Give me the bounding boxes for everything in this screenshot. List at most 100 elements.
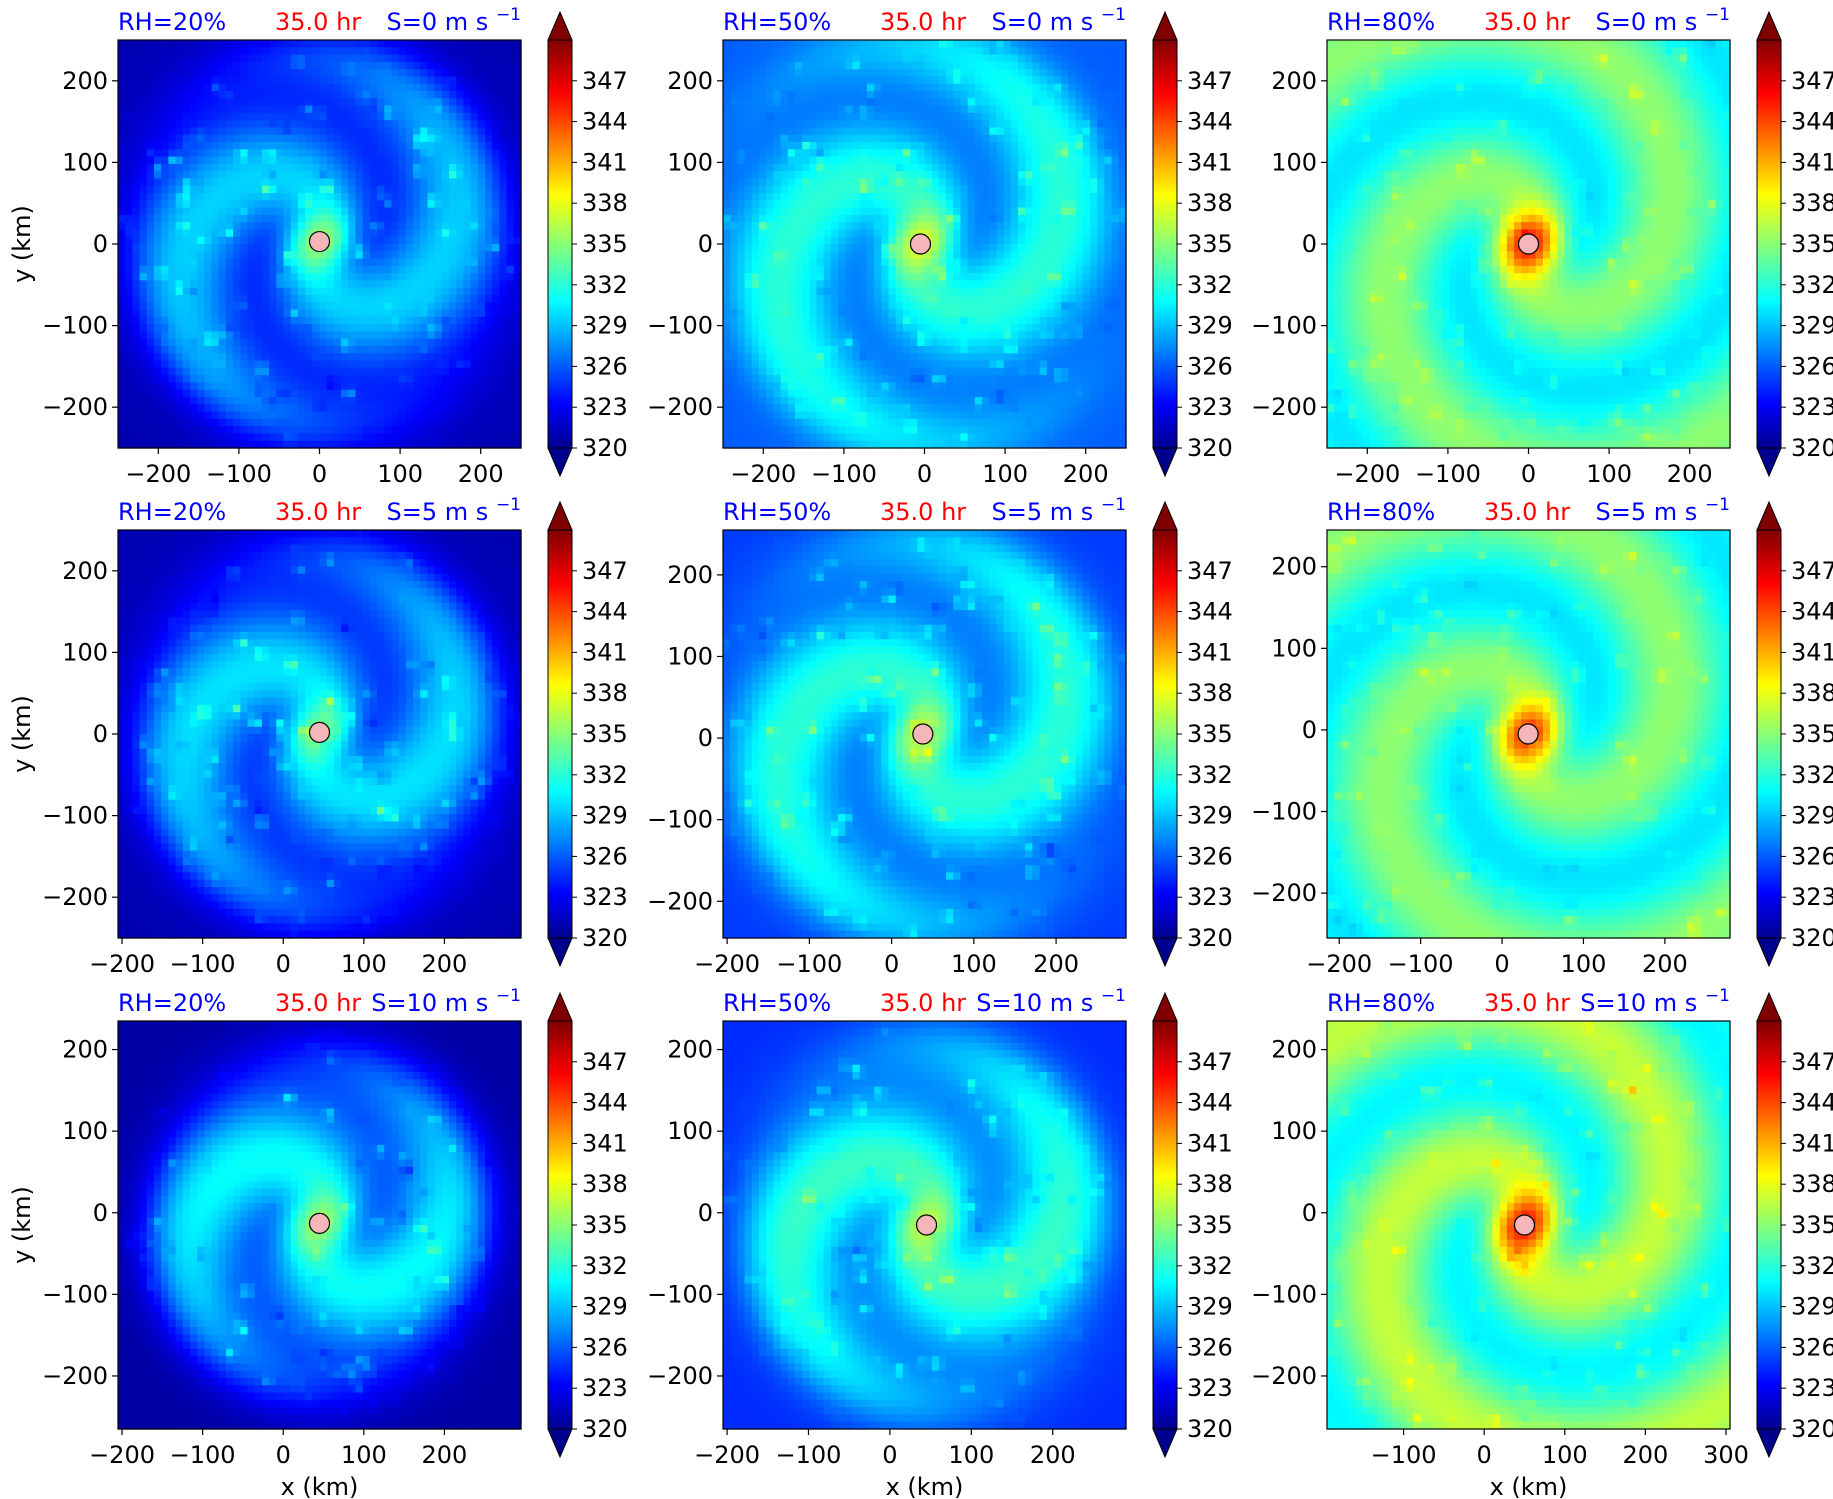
heatmap-cell [456,54,465,63]
heatmap-cell [492,389,501,398]
heatmap-cell [355,265,364,274]
heatmap-cell [780,40,789,48]
heatmap-cell [377,54,385,63]
heatmap-cell [809,163,818,172]
heatmap-cell [420,91,429,99]
heatmap-cell [477,433,486,442]
heatmap-cell [773,222,782,231]
heatmap-cell [211,353,220,362]
heatmap-cell [305,127,313,136]
heatmap-cell [175,163,184,172]
heatmap-cell [175,280,184,289]
heatmap-cell [874,207,882,216]
heatmap-cell [269,83,277,92]
heatmap-cell [326,105,335,114]
heatmap-cell [269,338,277,347]
heatmap-cell [766,40,774,48]
heatmap-cell [823,69,832,78]
heatmap-cell [377,207,385,216]
heatmap-cell [506,76,515,85]
heatmap-cell [499,433,508,442]
heatmap-cell [427,229,436,238]
heatmap-cell [737,280,746,289]
heatmap-cell [168,389,177,398]
heatmap-cell [139,47,148,56]
heatmap-cell [139,426,148,435]
heatmap-cell [254,229,263,238]
heatmap-cell [758,207,767,216]
heatmap-cell [723,214,731,223]
heatmap-cell [938,134,947,143]
heatmap-cell [938,91,947,99]
heatmap-cell [333,251,342,260]
heatmap-cell [247,265,256,274]
heatmap-cell [441,331,450,340]
heatmap-cell [802,280,810,289]
heatmap-cell [391,324,400,333]
heatmap-cell [240,236,249,245]
heatmap-cell [384,389,393,398]
heatmap-cell [434,178,443,187]
heatmap-cell [405,353,414,362]
heatmap-cell [766,309,774,318]
heatmap-cell [449,91,457,99]
heatmap-cell [902,149,911,158]
heatmap-cell [125,360,133,369]
heatmap-cell [924,440,933,449]
heatmap-cell [434,309,443,318]
heatmap-cell [233,163,241,172]
heatmap-cell [362,375,371,384]
heatmap-cell [225,134,234,143]
heatmap-cell [477,163,486,172]
heatmap-cell [723,360,731,369]
heatmap-cell [413,302,421,311]
heatmap-cell [182,178,191,187]
heatmap-cell [485,397,493,405]
heatmap-cell [146,236,155,245]
heatmap-cell [737,193,746,201]
heatmap-cell [809,251,818,260]
heatmap-cell [737,287,746,296]
heatmap-cell [434,185,443,194]
heatmap-cell [802,47,810,56]
heatmap-cell [766,214,774,223]
heatmap-cell [247,411,256,420]
heatmap-cell [737,69,746,78]
heatmap-cell [225,375,234,384]
heatmap-cell [895,353,904,362]
heatmap-cell [910,47,918,56]
heatmap-cell [938,418,947,427]
heatmap-cell [218,105,227,114]
heatmap-cell [449,47,457,56]
heatmap-cell [470,346,479,354]
heatmap-cell [398,40,407,48]
heatmap-cell [917,265,926,274]
heatmap-cell [369,338,378,347]
heatmap-cell [420,375,429,384]
heatmap-cell [434,295,443,303]
heatmap-cell [355,76,364,85]
heatmap-cell [168,346,177,354]
heatmap-cell [369,76,378,85]
heatmap-cell [838,112,846,121]
heatmap-cell [362,353,371,362]
heatmap-cell [225,163,234,172]
heatmap-cell [254,440,263,449]
heatmap-cell [333,375,342,384]
heatmap-cell [240,367,249,376]
heatmap-cell [326,360,335,369]
heatmap-cell [931,134,940,143]
heatmap-cell [132,338,141,347]
heatmap-cell [218,207,227,216]
heatmap-cell [866,134,875,143]
heatmap-cell [211,127,220,136]
heatmap-cell [413,316,421,325]
heatmap-cell [305,411,313,420]
heatmap-cell [802,193,810,201]
heatmap-cell [175,295,184,303]
heatmap-cell [369,120,378,129]
heatmap-cell [405,280,414,289]
heatmap-cell [182,69,191,78]
heatmap-cell [895,440,904,449]
